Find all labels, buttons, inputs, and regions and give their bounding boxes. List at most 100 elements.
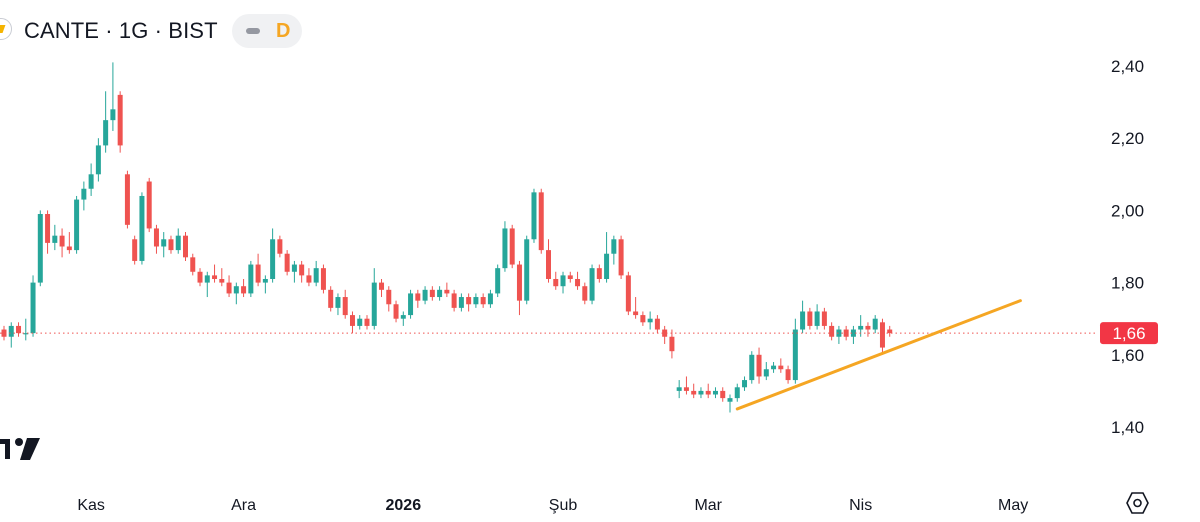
candle — [30, 275, 36, 337]
symbol-title[interactable]: CANTE · 1G · BIST — [24, 18, 218, 43]
candle-body — [683, 387, 689, 391]
candle — [589, 264, 595, 305]
candle — [422, 286, 428, 305]
candle — [596, 264, 602, 283]
candle-body — [858, 325, 864, 330]
candle — [335, 293, 341, 316]
candle-body — [654, 318, 660, 330]
candle-body — [422, 289, 428, 301]
candle-body — [502, 228, 508, 269]
candle-body — [604, 253, 610, 279]
candle-body — [95, 145, 101, 175]
candle — [52, 224, 58, 251]
status-pill[interactable]: D — [232, 14, 302, 48]
candle-body — [132, 239, 138, 261]
candle-body — [887, 329, 893, 334]
candle-body — [582, 286, 588, 301]
candle-body — [836, 329, 842, 337]
candle — [183, 232, 188, 261]
candle — [103, 91, 109, 153]
candle-body — [110, 109, 116, 121]
settings-icon-center — [1133, 498, 1142, 508]
x-tick-label: Nis — [849, 497, 872, 514]
candle — [371, 268, 377, 330]
candle-body — [212, 275, 218, 279]
candle-body — [640, 315, 646, 323]
candle-body — [516, 264, 522, 301]
settings-button[interactable] — [1126, 492, 1149, 514]
candle — [241, 278, 247, 298]
candle-body — [175, 235, 181, 251]
candle — [676, 380, 682, 399]
candle-body — [742, 380, 748, 388]
candle — [408, 289, 414, 319]
candle — [386, 286, 392, 312]
candle — [705, 383, 711, 399]
x-tick-label: Kas — [77, 497, 105, 514]
candle — [117, 91, 123, 153]
candle — [8, 322, 14, 348]
candle-body — [480, 297, 486, 305]
candle-body — [379, 282, 385, 290]
candle — [582, 282, 588, 305]
x-tick-label: 2026 — [386, 497, 422, 514]
candle-body — [451, 293, 457, 308]
candle-body — [720, 390, 726, 399]
trendline[interactable] — [735, 299, 1022, 411]
candle — [255, 253, 261, 287]
candle — [393, 300, 399, 323]
candle-body — [749, 354, 755, 381]
candle-body — [495, 268, 501, 294]
candle — [662, 325, 668, 344]
candle-body — [538, 192, 544, 251]
y-tick-label: 1,80 — [1111, 274, 1144, 293]
candle-body — [74, 199, 80, 251]
candle — [81, 181, 87, 211]
candle — [219, 268, 225, 287]
candle — [683, 376, 689, 395]
candle-body — [66, 246, 72, 251]
candle-body — [444, 289, 450, 294]
candle-body — [763, 369, 769, 377]
candle-body — [807, 311, 813, 326]
candle-body — [865, 325, 871, 330]
candle-body — [23, 333, 29, 335]
candle-body — [81, 188, 87, 200]
candle — [284, 250, 290, 276]
candle-body — [734, 387, 740, 399]
candle-body — [197, 271, 203, 283]
candle-body — [183, 235, 188, 258]
candle-body — [226, 282, 232, 294]
candle-body — [531, 192, 537, 240]
tradingview-logo-icon — [0, 438, 40, 460]
candle-body — [37, 214, 43, 283]
candle-body — [458, 297, 464, 308]
candle — [821, 307, 827, 330]
candle-body — [357, 318, 363, 326]
candle — [872, 315, 878, 334]
price-axis[interactable]: 1,40 1,60 1,80 2,00 2,20 2,40 — [1111, 57, 1144, 437]
candle — [66, 232, 72, 254]
candle-body — [792, 329, 798, 381]
candle — [262, 275, 268, 294]
candle-body — [850, 329, 856, 337]
time-axis[interactable]: Kas Ara 2026 Şub Mar Nis May — [77, 497, 1028, 514]
candle-body — [1, 329, 7, 337]
candle-body — [161, 239, 167, 247]
candle — [16, 322, 22, 337]
candle — [45, 210, 51, 254]
last-price-label: 1,66 — [1112, 324, 1145, 343]
candle — [625, 271, 631, 316]
candle — [538, 188, 544, 254]
candle-body — [829, 325, 835, 337]
candle — [604, 232, 610, 283]
candle — [669, 329, 675, 359]
candle — [349, 311, 355, 334]
candle — [429, 286, 435, 301]
candle — [233, 282, 239, 305]
candle — [756, 347, 762, 384]
settings-icon — [1126, 492, 1149, 514]
candle — [814, 304, 820, 330]
candle — [865, 322, 871, 337]
